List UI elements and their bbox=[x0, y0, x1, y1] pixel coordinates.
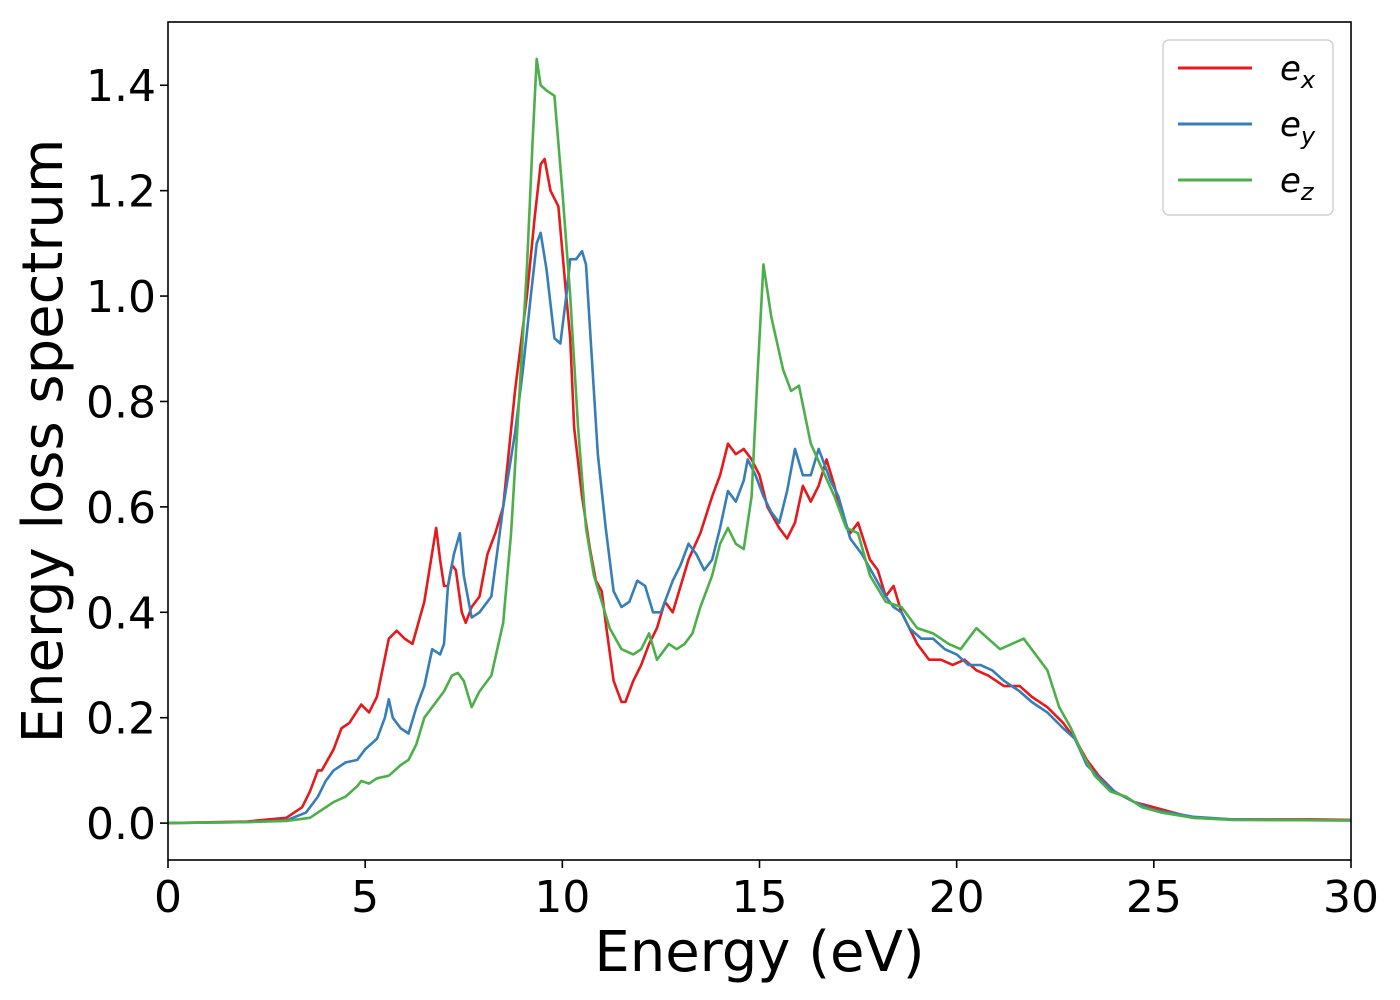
plot-area bbox=[168, 22, 1351, 860]
x-tick-label: 30 bbox=[1323, 872, 1379, 923]
series-line-y bbox=[168, 231, 1351, 825]
y-tick-label: 1.0 bbox=[86, 272, 156, 323]
x-tick-label: 10 bbox=[534, 872, 590, 923]
y-tick-label: 0.8 bbox=[86, 377, 156, 428]
x-axis: 0 5 10 15 20 25 30 bbox=[154, 860, 1379, 923]
y-axis-title: Energy loss spectrum bbox=[11, 139, 76, 744]
y-tick-label: 0.2 bbox=[86, 694, 156, 745]
legend: ex ey ez bbox=[1162, 39, 1334, 216]
y-axis: 0.0 0.2 0.4 0.6 0.8 1.0 1.2 1.4 bbox=[86, 61, 168, 850]
x-tick-label: 25 bbox=[1126, 872, 1182, 923]
y-tick-label: 0.6 bbox=[86, 483, 156, 534]
series-line-z bbox=[168, 57, 1351, 825]
legend-label-x: ex bbox=[1280, 49, 1316, 94]
y-tick-label: 1.2 bbox=[86, 167, 156, 218]
y-tick-label: 0.4 bbox=[86, 588, 156, 639]
legend-box bbox=[1162, 39, 1334, 216]
x-tick-label: 0 bbox=[154, 872, 182, 923]
legend-label-z: ez bbox=[1280, 161, 1315, 206]
y-tick-label: 0.0 bbox=[86, 799, 156, 850]
legend-label-y: ey bbox=[1280, 105, 1316, 150]
x-tick-label: 15 bbox=[732, 872, 788, 923]
x-tick-label: 5 bbox=[351, 872, 379, 923]
series-layer bbox=[168, 57, 1351, 825]
x-tick-label: 20 bbox=[929, 872, 985, 923]
x-axis-title: Energy (eV) bbox=[594, 920, 924, 985]
y-tick-label: 1.4 bbox=[86, 61, 156, 112]
